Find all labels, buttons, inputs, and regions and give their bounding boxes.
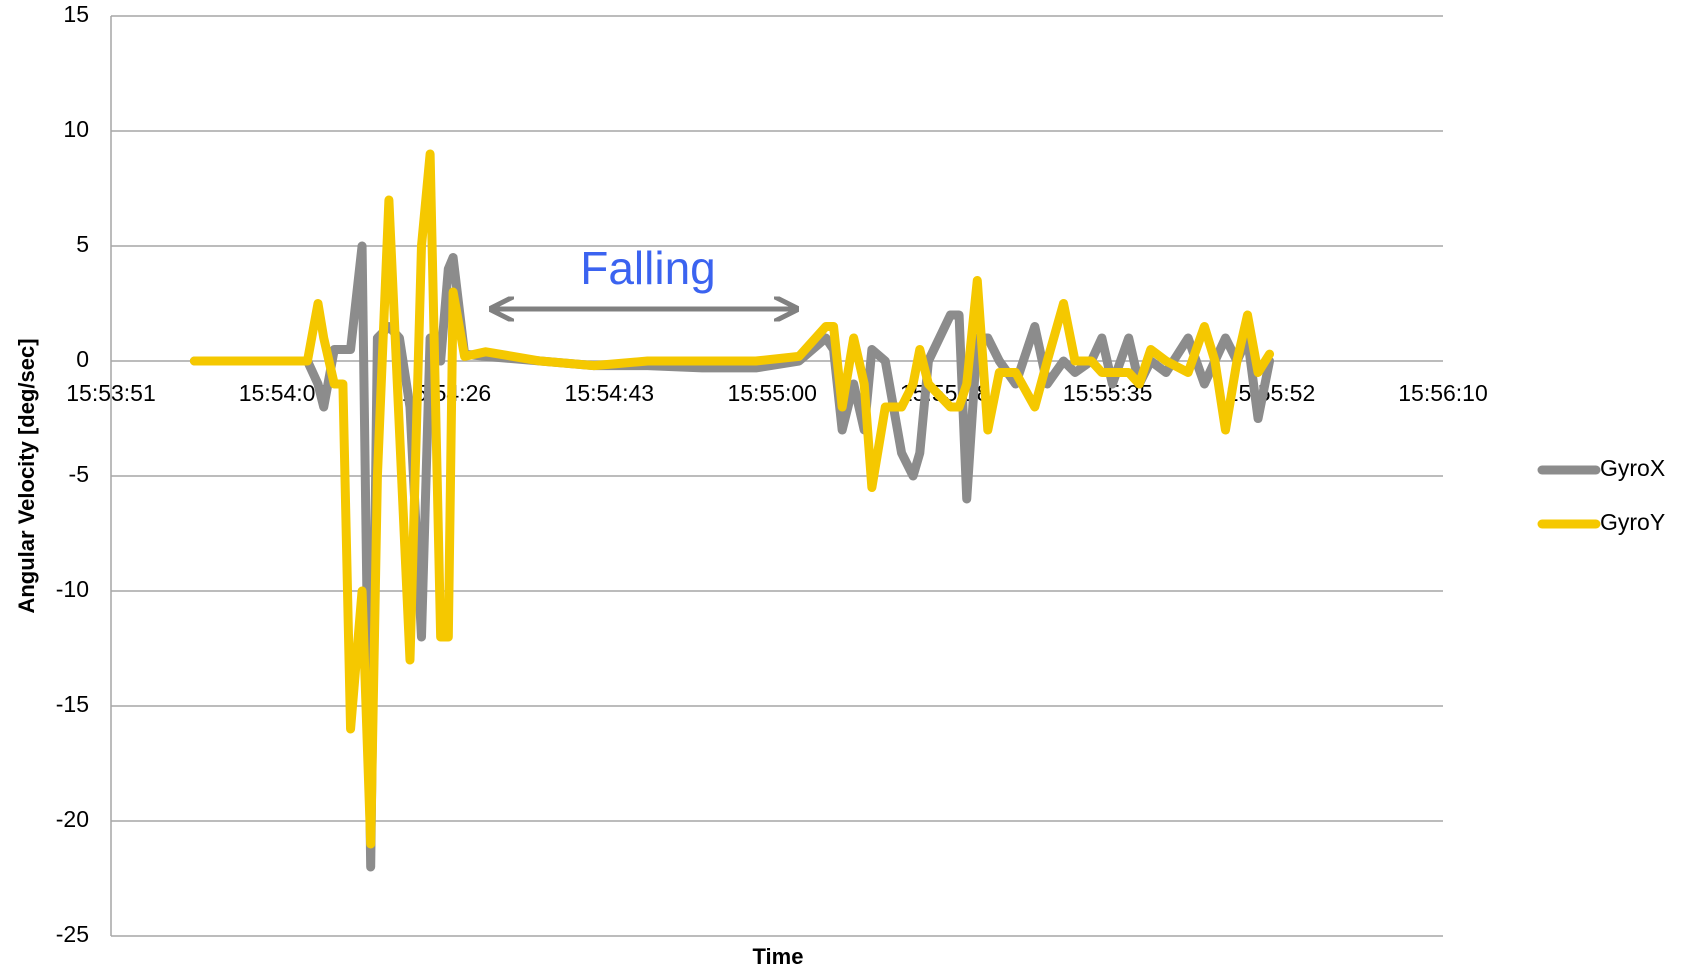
y-tick-label: 0 xyxy=(76,346,89,372)
annotation: Falling xyxy=(580,242,716,294)
y-tick-label: -20 xyxy=(56,806,89,832)
x-tick-label: 15:54:43 xyxy=(565,380,655,406)
x-axis-title: Time xyxy=(753,944,804,967)
y-tick-label: -5 xyxy=(69,461,89,487)
y-tick-label: 5 xyxy=(76,231,89,257)
y-tick-label: -15 xyxy=(56,691,89,717)
y-tick-label: 15 xyxy=(63,1,89,27)
x-tick-label: 15:56:10 xyxy=(1398,380,1488,406)
y-tick-label: 10 xyxy=(63,116,89,142)
series-line xyxy=(189,241,1275,872)
y-axis-title: Angular Velocity [deg/sec] xyxy=(14,338,39,613)
x-tick-label: 15:53:51 xyxy=(66,380,156,406)
legend-label: GyroX xyxy=(1600,455,1665,481)
legend-label: GyroY xyxy=(1600,509,1665,535)
x-tick-label: 15:55:52 xyxy=(1226,380,1316,406)
x-tick-label: 15:55:00 xyxy=(727,380,817,406)
series-line xyxy=(189,149,1275,849)
y-tick-label: -10 xyxy=(56,576,89,602)
y-tick-label: -25 xyxy=(56,921,89,947)
